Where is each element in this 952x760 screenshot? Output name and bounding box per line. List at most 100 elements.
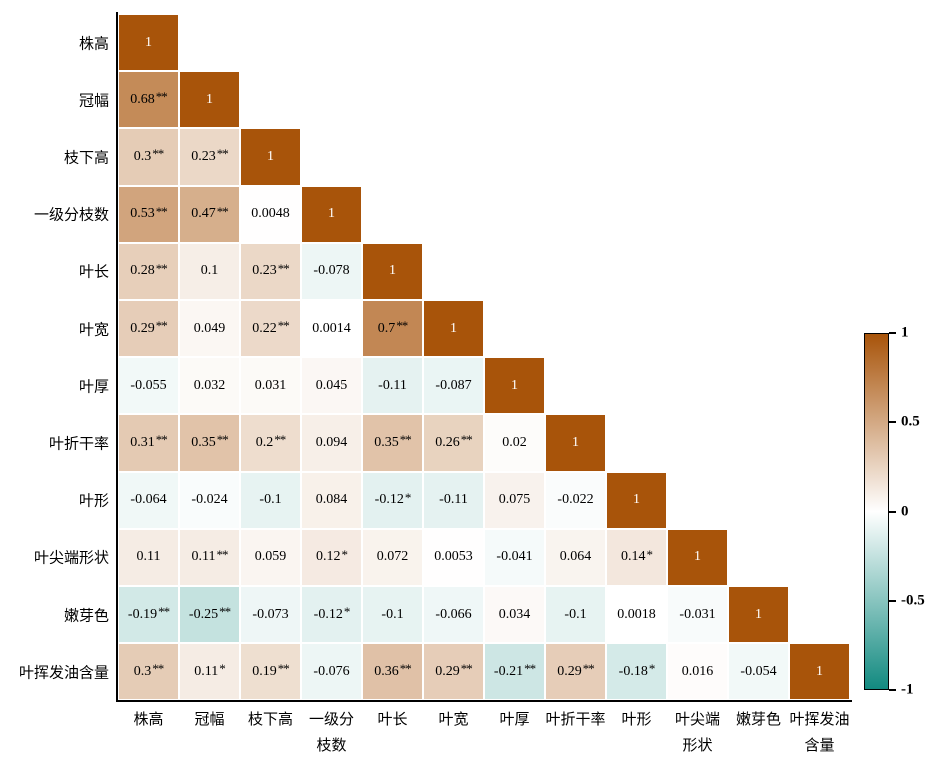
cell-value: 1 (816, 663, 823, 679)
cell-value: 0.049 (193, 320, 226, 336)
cell-value: 0.3 (133, 663, 152, 679)
cell-value: 1 (511, 377, 518, 393)
cell-value: 0.23 (191, 148, 216, 164)
cell-value: -0.054 (740, 663, 777, 679)
matrix-cell: 0.23 ** (241, 243, 300, 299)
cell-value: -0.25 (188, 606, 219, 622)
cell-value: -0.024 (191, 492, 228, 508)
matrix-cell: 0.14 * (607, 529, 666, 585)
cell-value: 0.064 (559, 549, 592, 565)
matrix-cell: 0.22 ** (241, 301, 300, 357)
cell-value: 0.084 (315, 492, 348, 508)
y-axis-line (116, 12, 118, 702)
matrix-cell: 0.35 ** (363, 415, 422, 471)
matrix-cell: 0.1 (180, 243, 239, 299)
significance-stars: ** (460, 661, 473, 677)
significance-stars: * (341, 546, 348, 562)
cell-value: -0.18 (618, 663, 648, 679)
matrix-cell: 1 (485, 358, 544, 414)
significance-stars: ** (460, 432, 473, 448)
matrix-cell: 0.11 (119, 529, 178, 585)
cell-value: 0.11 (194, 663, 219, 679)
cell-value: 0.094 (315, 434, 348, 450)
cell-value: 0.35 (191, 434, 216, 450)
cell-value: 0.26 (435, 434, 460, 450)
matrix-cell: 0.094 (302, 415, 361, 471)
matrix-cell: 1 (363, 243, 422, 299)
significance-stars: ** (152, 146, 164, 162)
cell-value: 1 (206, 91, 213, 107)
cell-value: 0.075 (498, 492, 531, 508)
matrix-cell: 1 (607, 472, 666, 528)
matrix-cell: 1 (241, 129, 300, 185)
cell-value: 0.53 (130, 206, 155, 222)
matrix-cell: -0.11 (363, 358, 422, 414)
matrix-cell: 0.2 ** (241, 415, 300, 471)
matrix-cell: -0.18 * (607, 644, 666, 700)
colorbar-tick-label: 0 (901, 503, 909, 519)
matrix-cell: 0.045 (302, 358, 361, 414)
matrix-cell: 0.02 (485, 415, 544, 471)
matrix-cell: 0.28 ** (119, 243, 178, 299)
matrix-cell: -0.12 * (363, 472, 422, 528)
matrix-cell: 0.016 (668, 644, 727, 700)
cell-value: 0.31 (130, 434, 155, 450)
matrix-cell: 1 (119, 15, 178, 71)
row-label: 叶长 (78, 264, 109, 281)
cell-value: 0.0014 (312, 320, 351, 336)
matrix-cell: 0.11 ** (180, 529, 239, 585)
row-label: 叶折干率 (48, 436, 109, 453)
cell-value: -0.073 (252, 606, 289, 622)
cell-value: 1 (572, 434, 579, 450)
significance-stars: * (343, 604, 350, 620)
cell-value: 0.11 (136, 549, 161, 565)
significance-stars: ** (396, 318, 408, 334)
column-label: 叶长 (377, 712, 408, 729)
cell-value: 1 (755, 606, 762, 622)
cell-value: 0.031 (254, 377, 287, 393)
matrix-cell: 1 (180, 72, 239, 128)
matrix-cell: 0.0014 (302, 301, 361, 357)
matrix-cell: -0.064 (119, 472, 178, 528)
column-label: 一级分 枝数 (308, 712, 355, 754)
cell-value: -0.078 (313, 263, 350, 279)
column-label: 叶宽 (438, 712, 469, 729)
row-label: 叶宽 (78, 322, 109, 339)
matrix-cell: 0.11 * (180, 644, 239, 700)
x-axis-line (116, 700, 852, 702)
matrix-cell: 0.3 ** (119, 129, 178, 185)
cell-value: -0.055 (130, 377, 167, 393)
cell-value: 0.12 (316, 549, 341, 565)
significance-stars: ** (277, 661, 290, 677)
matrix-cell: 1 (729, 587, 788, 643)
cell-value: -0.064 (130, 492, 167, 508)
matrix-cell: 0.29 ** (119, 301, 178, 357)
matrix-cell: -0.031 (668, 587, 727, 643)
matrix-cell: 0.084 (302, 472, 361, 528)
matrix-cell: 1 (668, 529, 727, 585)
matrix-cell: 0.7 ** (363, 301, 422, 357)
row-label: 枝下高 (63, 150, 109, 167)
colorbar-tick-mark (889, 689, 896, 691)
matrix-cell: 1 (302, 186, 361, 242)
cell-value: 0.059 (254, 549, 287, 565)
cell-value: 1 (450, 320, 457, 336)
column-label: 叶尖端 形状 (674, 712, 721, 754)
colorbar-tick-mark (889, 599, 896, 602)
colorbar-tick-label: -1 (901, 681, 914, 698)
matrix-cell: 0.034 (485, 587, 544, 643)
significance-stars: ** (158, 604, 170, 620)
cell-value: 0.47 (191, 206, 216, 222)
significance-stars: * (219, 661, 225, 677)
significance-stars: ** (582, 661, 595, 677)
matrix-cell: -0.25 ** (180, 587, 239, 643)
cell-value: 0.14 (621, 549, 646, 565)
significance-stars: ** (155, 432, 168, 448)
matrix-cell: -0.087 (424, 358, 483, 414)
significance-stars: ** (155, 318, 168, 334)
significance-stars: ** (399, 432, 412, 448)
matrix-cell: -0.073 (241, 587, 300, 643)
matrix-cell: 1 (424, 301, 483, 357)
significance-stars: ** (219, 604, 231, 620)
